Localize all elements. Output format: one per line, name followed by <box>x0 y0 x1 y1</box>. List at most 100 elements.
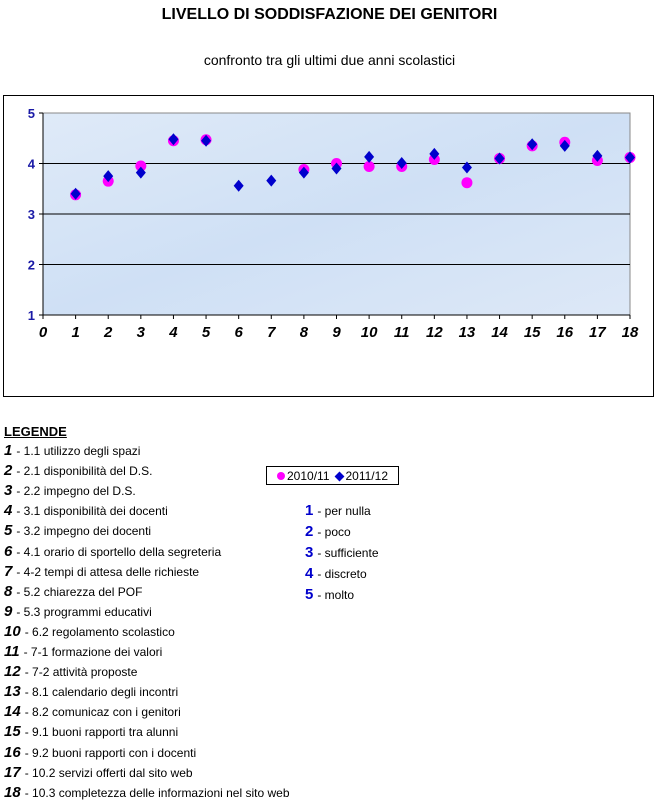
legend-item: 13- 8.1 calendario degli incontri <box>4 683 178 700</box>
legend-item: 8- 5.2 chiarezza del POF <box>4 583 142 600</box>
point-2011-12 <box>168 133 179 146</box>
y-tick-label: 5 <box>28 106 35 121</box>
x-tick-label: 17 <box>589 324 606 341</box>
point-2011-12 <box>396 156 407 169</box>
scale-item: 3- sufficiente <box>305 544 379 561</box>
scale-item: 2- poco <box>305 523 351 540</box>
point-2011-12 <box>266 174 277 187</box>
item-number: 18 <box>4 783 21 801</box>
scale-label: - molto <box>317 588 355 602</box>
scale-number: 1 <box>305 502 314 519</box>
scale-label: - discreto <box>317 567 367 581</box>
diamond-marker-icon <box>334 471 344 481</box>
item-label: - 5.3 programmi educativi <box>16 604 152 619</box>
scale-item: 4- discreto <box>305 565 367 582</box>
scale-number: 3 <box>305 544 314 561</box>
scale-number: 2 <box>305 523 314 540</box>
item-label: - 4.1 orario di sportello della segreter… <box>16 544 222 559</box>
item-label: - 10.3 completezza delle informazioni ne… <box>24 785 290 800</box>
x-tick-label: 7 <box>267 324 276 341</box>
x-tick-label: 3 <box>137 324 146 341</box>
scale-item: 1- per nulla <box>305 502 371 519</box>
item-label: - 7-2 attività proposte <box>24 665 138 680</box>
point-2011-12 <box>70 187 81 200</box>
legend-item: 18- 10.3 completezza delle informazioni … <box>4 784 290 801</box>
legend-item: 14- 8.2 comunicaz con i genitori <box>4 703 181 720</box>
point-2011-12 <box>103 170 114 183</box>
item-label: - 6.2 regolamento scolastico <box>24 624 175 639</box>
x-tick-label: 16 <box>556 324 573 341</box>
item-label: - 2.1 disponibilità del D.S. <box>16 464 153 479</box>
x-tick-label: 5 <box>202 324 211 341</box>
item-number: 13 <box>4 683 21 701</box>
point-2011-12 <box>494 152 505 165</box>
item-number: 17 <box>4 763 21 781</box>
chart-subtitle: confronto tra gli ultimi due anni scolas… <box>203 52 456 68</box>
legend-item: 10- 6.2 regolamento scolastico <box>4 623 175 640</box>
item-label: - 4-2 tempi di attesa delle richieste <box>16 564 200 579</box>
point-2011-12 <box>625 151 635 164</box>
x-tick-label: 14 <box>491 324 508 341</box>
x-tick-label: 6 <box>234 324 243 341</box>
legend-item: 9- 5.3 programmi educativi <box>4 603 152 620</box>
item-label: - 3.2 impegno dei docenti <box>16 524 152 539</box>
legend-item: 7- 4-2 tempi di attesa delle richieste <box>4 563 199 580</box>
point-2010-11 <box>135 160 147 172</box>
point-2011-12 <box>233 179 244 192</box>
item-label: - 10.2 servizi offerti dal sito web <box>24 765 193 780</box>
scale-label: - sufficiente <box>317 546 379 560</box>
item-number: 12 <box>4 663 21 681</box>
x-tick-label: 0 <box>39 324 48 341</box>
item-label: - 5.2 chiarezza del POF <box>16 584 143 599</box>
legend-item: 16- 9.2 buoni rapporti con i docenti <box>4 744 196 761</box>
point-2011-12 <box>429 147 440 160</box>
x-tick-label: 11 <box>394 324 410 341</box>
item-label: - 1.1 utilizzo degli spazi <box>16 444 141 458</box>
legend-item: 15- 9.1 buoni rapporti tra alunni <box>4 723 178 740</box>
point-2011-12 <box>331 162 342 175</box>
legend-entry-2011-12: 2011/12 <box>334 469 388 483</box>
item-label: - 9.1 buoni rapporti tra alunni <box>24 725 179 740</box>
y-tick-label: 1 <box>28 308 35 323</box>
legend-item: 2- 2.1 disponibilità del D.S. <box>4 462 152 479</box>
legend-heading: LEGENDE <box>4 424 67 439</box>
legend-item: 1- 1.1 utilizzo degli spazi <box>4 442 140 459</box>
item-number: 6 <box>4 542 13 560</box>
chart-title: LIVELLO DI SODDISFAZIONE DEI GENITORI <box>161 6 498 23</box>
legend-item: 11- 7-1 formazione dei valori <box>4 643 162 660</box>
x-tick-label: 10 <box>361 324 378 341</box>
y-tick-label: 3 <box>28 207 35 222</box>
x-tick-label: 12 <box>426 324 443 341</box>
x-tick-label: 8 <box>300 324 309 341</box>
chart-legend: 2010/11 2011/12 <box>266 466 399 485</box>
legend-item: 3- 2.2 impegno del D.S. <box>4 482 136 499</box>
x-tick-label: 9 <box>332 324 341 341</box>
scale-label: - per nulla <box>317 504 371 518</box>
circle-marker-icon <box>277 471 285 480</box>
point-2011-12 <box>527 138 538 151</box>
item-label: - 7-1 formazione dei valori <box>23 645 163 659</box>
item-number: 9 <box>4 602 13 620</box>
scale-label: - poco <box>317 525 351 539</box>
legend-item: 17- 10.2 servizi offerti dal sito web <box>4 764 193 781</box>
legend-item: 6- 4.1 orario di sportello della segrete… <box>4 543 221 560</box>
x-tick-label: 1 <box>71 324 79 341</box>
scale-number: 4 <box>305 565 314 582</box>
x-tick-label: 2 <box>103 324 113 341</box>
scale-number: 5 <box>305 586 314 603</box>
point-2011-12 <box>364 150 375 163</box>
item-number: 3 <box>4 482 13 500</box>
scale-item: 5- molto <box>305 586 354 603</box>
point-2010-11 <box>363 161 375 173</box>
x-tick-label: 13 <box>459 324 476 341</box>
item-label: - 2.2 impegno del D.S. <box>16 484 136 499</box>
item-label: - 9.2 buoni rapporti con i docenti <box>24 745 197 760</box>
item-label: - 8.2 comunicaz con i genitori <box>24 705 181 720</box>
x-tick-label: 18 <box>622 324 639 341</box>
x-tick-label: 4 <box>168 324 178 341</box>
item-number: 7 <box>4 562 13 580</box>
item-number: 16 <box>4 743 21 761</box>
item-number: 4 <box>4 502 13 520</box>
y-tick-label: 4 <box>28 157 36 172</box>
